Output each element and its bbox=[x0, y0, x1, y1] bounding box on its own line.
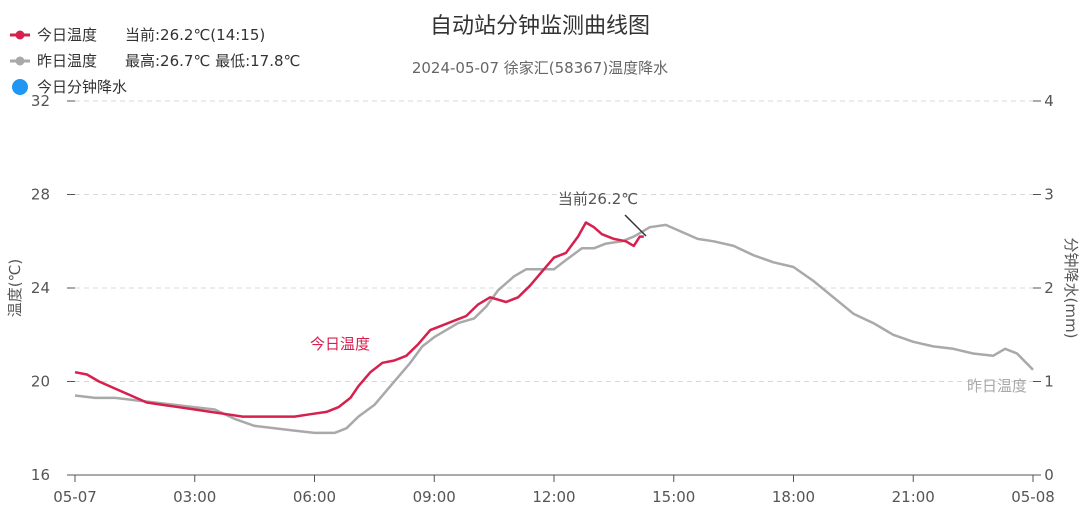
current-annotation-pointer bbox=[624, 214, 647, 237]
x-tick-label: 05-07 bbox=[53, 488, 97, 506]
legend-item-today-temp[interactable]: 今日温度 当前:26.2℃(14:15) bbox=[10, 26, 265, 44]
y-right-tick-label: 2 bbox=[1044, 279, 1054, 297]
y-right-axis-title: 分钟降水(mm) bbox=[1062, 238, 1080, 339]
legend-item-yesterday-temp[interactable]: 昨日温度 最高:26.7℃ 最低:17.8℃ bbox=[10, 52, 300, 70]
legend-label-today-temp: 今日温度 bbox=[37, 26, 97, 44]
yesterday-series-label: 昨日温度 bbox=[967, 377, 1027, 395]
y-left-tick-label: 32 bbox=[31, 92, 50, 110]
y-left-tick-label: 20 bbox=[31, 373, 50, 391]
legend-marker-precip-icon bbox=[12, 79, 28, 95]
chart-title: 自动站分钟监测曲线图 bbox=[430, 14, 650, 39]
x-tick-label: 15:00 bbox=[652, 488, 695, 506]
y-right-tick-label: 1 bbox=[1044, 373, 1054, 391]
legend-marker-today-icon bbox=[15, 30, 25, 40]
axes: 16 20 24 28 32 0 1 2 3 4 05-07 03:00 06:00 09:00 12:00… bbox=[6, 92, 1080, 506]
series-layer bbox=[74, 221, 1034, 435]
x-tick-label: 09:00 bbox=[413, 488, 456, 506]
legend: 今日温度 当前:26.2℃(14:15) 昨日温度 最高:26.7℃ 最低:17… bbox=[10, 26, 300, 96]
series-line-today-temp bbox=[74, 221, 644, 418]
current-annotation: 当前26.2℃ bbox=[558, 190, 647, 237]
y-right-tick-label: 3 bbox=[1044, 186, 1054, 204]
chart-subtitle: 2024-05-07 徐家汇(58367)温度降水 bbox=[412, 59, 668, 77]
x-tick-label: 21:00 bbox=[892, 488, 935, 506]
x-tick-label: 18:00 bbox=[772, 488, 815, 506]
y-right-tick-label: 0 bbox=[1044, 466, 1054, 484]
y-left-axis-title: 温度(℃) bbox=[6, 259, 24, 318]
grid-lines bbox=[75, 100, 1033, 382]
x-tick-label: 06:00 bbox=[293, 488, 336, 506]
legend-info-today-temp: 当前:26.2℃(14:15) bbox=[125, 26, 265, 44]
x-tick-label: 12:00 bbox=[532, 488, 575, 506]
y-left-tick-label: 16 bbox=[31, 466, 50, 484]
y-right-tick-label: 4 bbox=[1044, 92, 1054, 110]
current-annotation-label: 当前26.2℃ bbox=[558, 190, 638, 208]
today-series-label: 今日温度 bbox=[310, 335, 370, 353]
legend-label-today-precip: 今日分钟降水 bbox=[37, 78, 127, 96]
x-tick-label: 05-08 bbox=[1011, 488, 1055, 506]
series-line-yesterday-temp bbox=[74, 223, 1034, 435]
y-left-tick-label: 28 bbox=[31, 186, 50, 204]
y-left-tick-label: 24 bbox=[31, 279, 50, 297]
legend-item-today-precip[interactable]: 今日分钟降水 bbox=[12, 78, 127, 96]
legend-info-yesterday-temp: 最高:26.7℃ 最低:17.8℃ bbox=[125, 52, 300, 70]
x-tick-label: 03:00 bbox=[173, 488, 216, 506]
legend-marker-yesterday-icon bbox=[15, 56, 25, 66]
legend-label-yesterday-temp: 昨日温度 bbox=[37, 52, 97, 70]
